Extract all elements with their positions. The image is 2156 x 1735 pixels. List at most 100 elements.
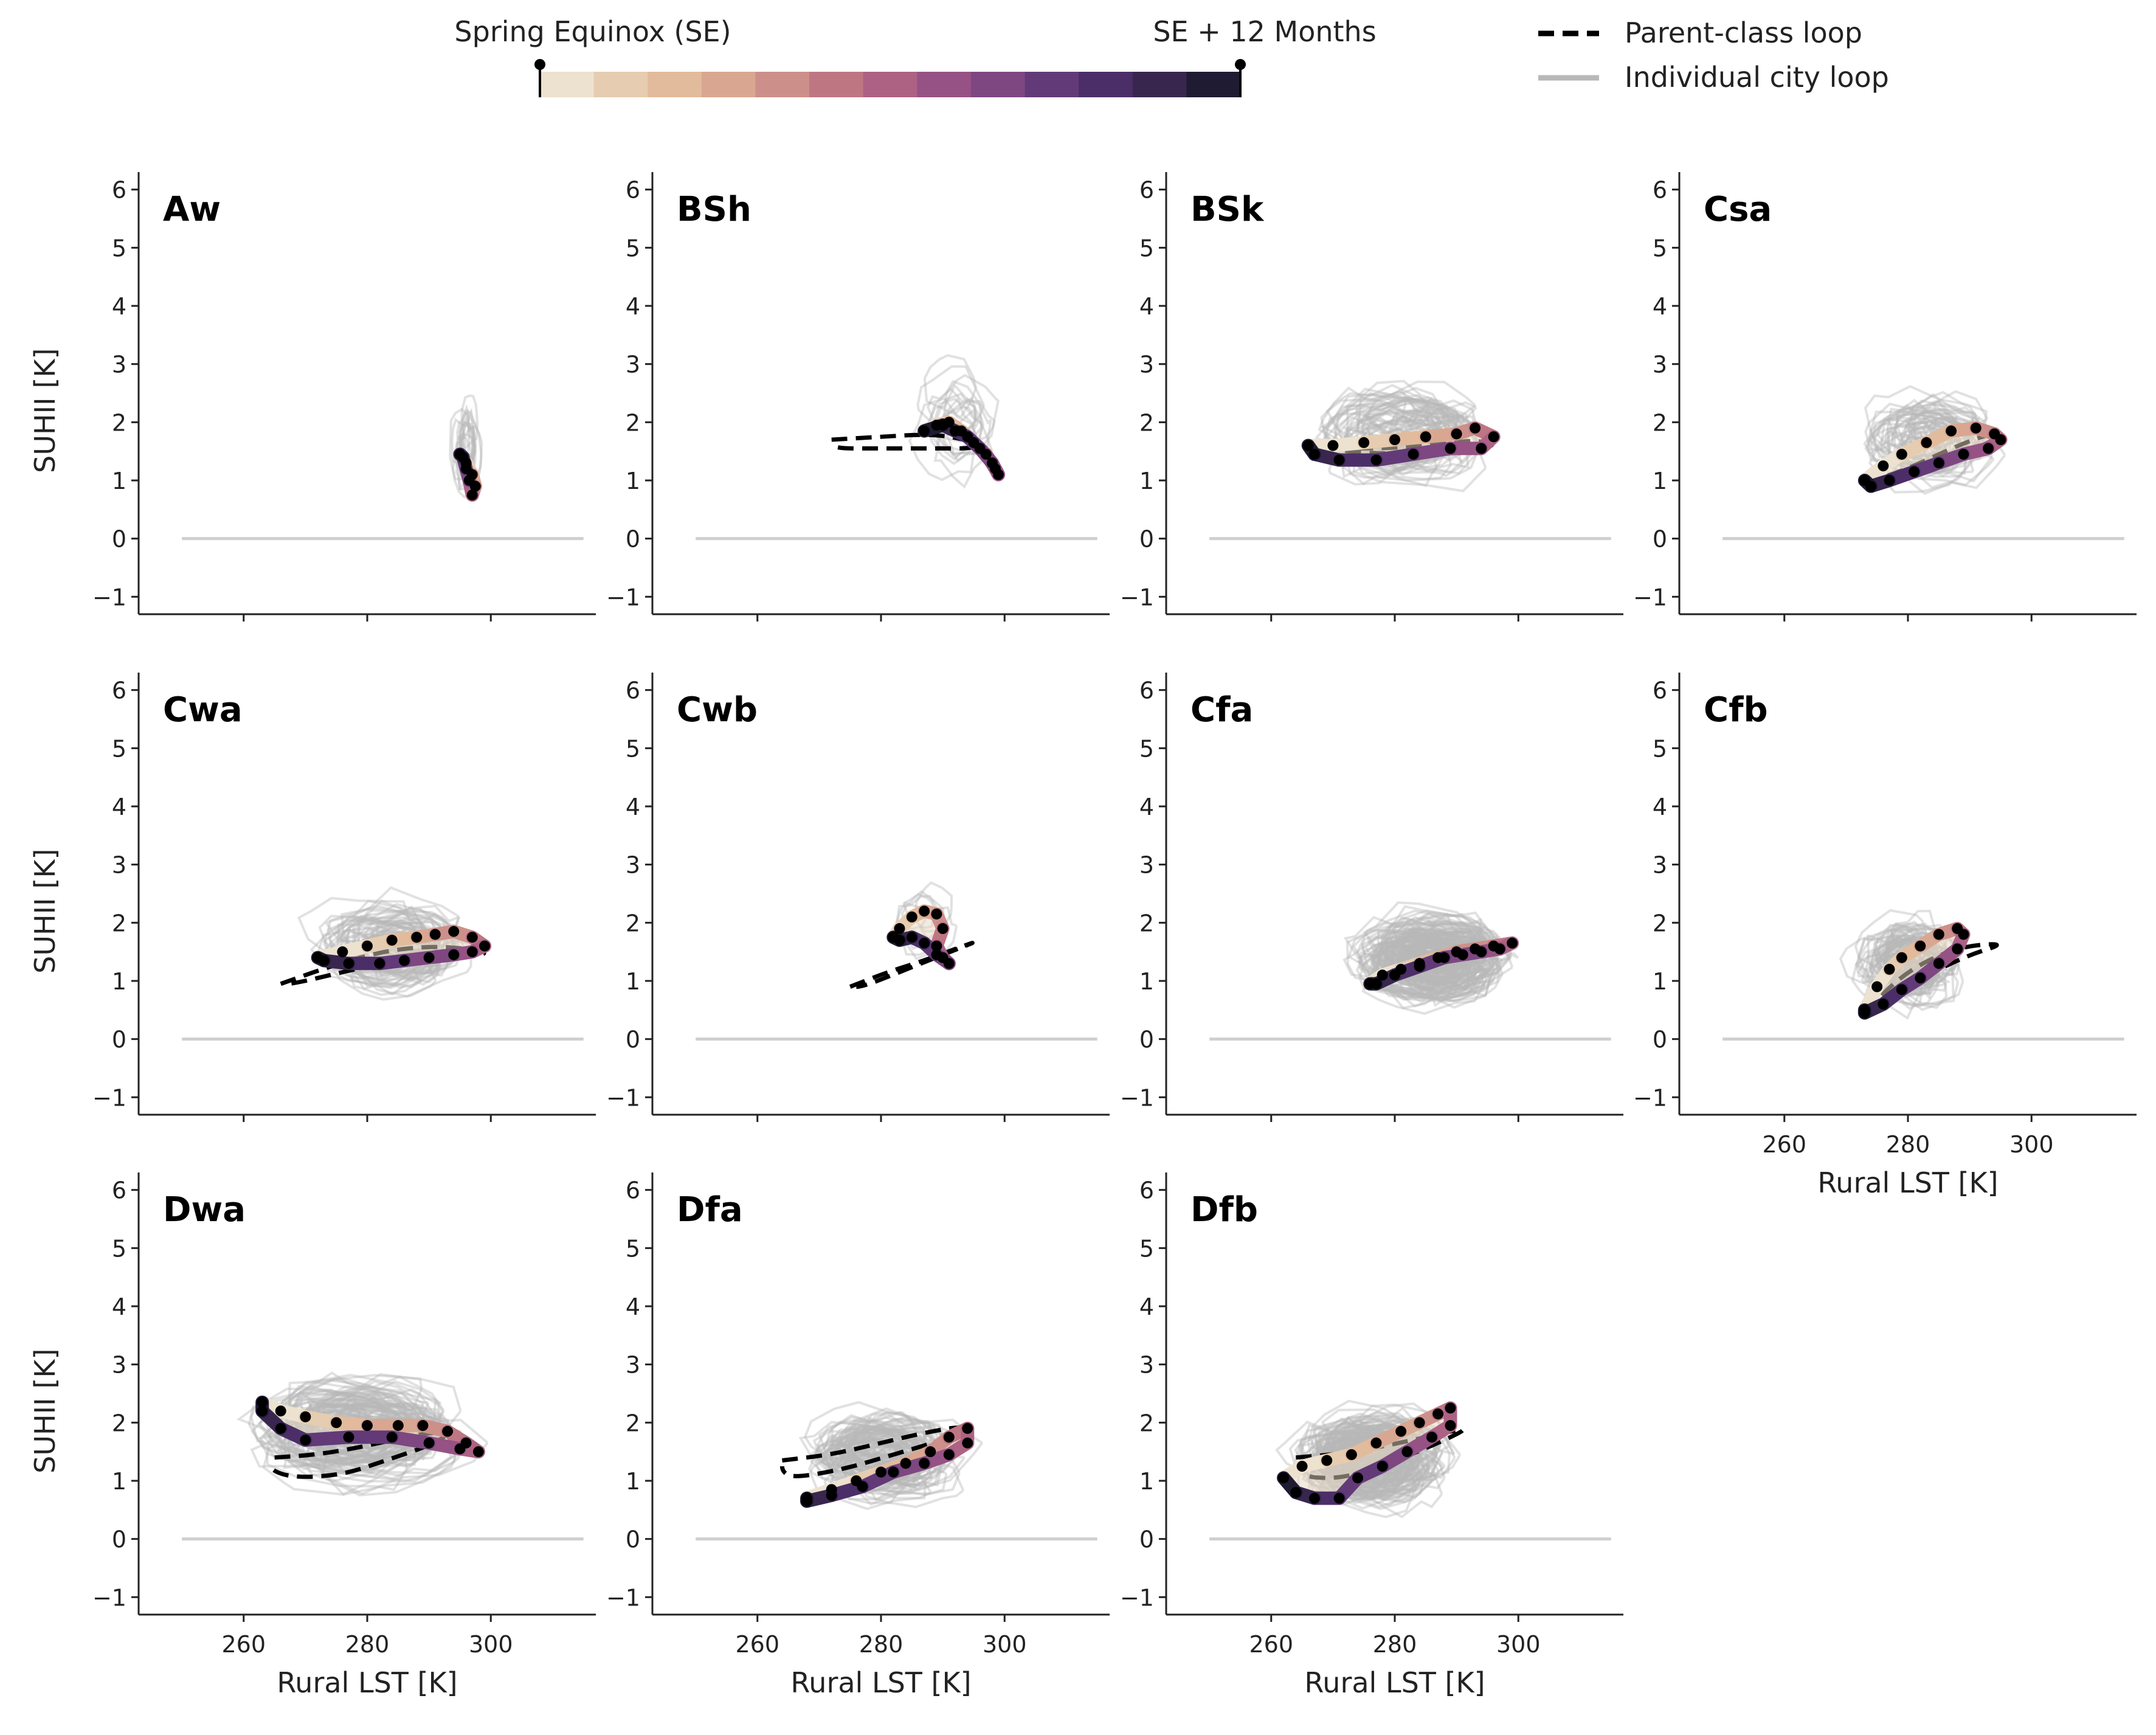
panel-title: BSh [677, 190, 751, 229]
city-loop [820, 1429, 930, 1494]
monthly-point [1370, 454, 1382, 466]
city-loop [1403, 932, 1486, 972]
colorbar-segment [648, 72, 702, 97]
city-loop [1390, 937, 1486, 983]
monthly-point [1884, 474, 1895, 486]
colorbar [540, 72, 1241, 97]
city-loop [1380, 922, 1493, 985]
monthly-point [1970, 422, 1982, 434]
monthly-point [392, 1420, 404, 1432]
monthly-point [442, 1425, 454, 1437]
monthly-point [906, 911, 917, 923]
city-loop [828, 1435, 923, 1486]
city-loop [1358, 937, 1482, 999]
city-loop [247, 1388, 404, 1474]
monthly-point [931, 949, 942, 960]
monthly-point [1432, 1408, 1444, 1419]
y-tick-label: −1 [92, 584, 126, 611]
parent-class-loop [829, 432, 977, 451]
y-tick-label: 6 [626, 177, 640, 204]
monthly-point [362, 940, 373, 952]
city-loop [816, 1431, 929, 1494]
city-loop [1371, 930, 1453, 981]
city-loop [1873, 923, 1960, 994]
y-tick-label: 6 [1139, 1177, 1154, 1204]
panel-dwa: −1 0 1 2 3 4 5 6 260 280 300 Rural LST [K] SUHII [K]… [29, 1172, 596, 1699]
monthly-point [466, 946, 478, 958]
city-loop [933, 408, 993, 489]
panel-csa: −1 0 1 2 3 4 5 6 Csa [1633, 172, 2137, 622]
city-loop [1355, 944, 1460, 996]
city-loop [1352, 922, 1481, 983]
monthly-point [1915, 940, 1926, 952]
y-tick-label: 5 [112, 1235, 126, 1262]
monthly-point [876, 1466, 886, 1478]
y-tick-label: 2 [1139, 409, 1154, 436]
parent-class-loop [779, 1425, 962, 1478]
city-loop [329, 930, 429, 983]
city-loop [1275, 1420, 1388, 1489]
y-tick-label: 4 [1653, 794, 1667, 820]
city-loop [1373, 938, 1472, 996]
monthly-point [1896, 984, 1907, 996]
monthly-point [919, 1458, 930, 1469]
city-loop [846, 1427, 966, 1487]
y-tick-label: 3 [112, 352, 126, 378]
city-loop [1364, 380, 1477, 441]
city-loop [843, 1433, 945, 1484]
colorbar-end-pin [1235, 59, 1246, 70]
y-tick-label: −1 [606, 1084, 640, 1111]
city-loop [1395, 404, 1480, 462]
colorbar-segment [593, 72, 648, 97]
monthly-point [448, 926, 460, 937]
monthly-point [1439, 952, 1450, 963]
monthly-point [1420, 431, 1431, 443]
city-loop [250, 1400, 414, 1462]
city-loop [908, 397, 978, 482]
city-loop [1373, 936, 1458, 977]
city-loop [283, 1371, 380, 1426]
y-tick-label: 5 [112, 735, 126, 762]
monthly-point [943, 958, 955, 969]
y-tick-label: 2 [1139, 910, 1154, 937]
y-tick-label: −1 [606, 584, 640, 611]
colorbar-segment [970, 72, 1026, 97]
colorbar-segment [1132, 72, 1187, 97]
y-tick-label: 5 [1653, 735, 1667, 762]
monthly-point [1494, 943, 1505, 955]
y-tick-label: 6 [1653, 177, 1667, 204]
city-loop [257, 1385, 410, 1458]
monthly-point [1389, 969, 1400, 981]
x-axis-label: Rural LST [K] [1817, 1166, 1998, 1199]
city-loop [858, 1418, 984, 1491]
city-loop [321, 1416, 425, 1467]
monthly-point [300, 1411, 311, 1422]
monthly-point [1983, 443, 1994, 454]
monthly-point [937, 420, 948, 431]
city-loop [1401, 930, 1495, 986]
parent-class-loop [849, 941, 975, 989]
monthly-point [949, 425, 961, 437]
monthly-point [1445, 443, 1456, 454]
y-tick-label: 4 [626, 1293, 640, 1320]
y-tick-label: 5 [1139, 235, 1154, 261]
city-loop [1392, 938, 1490, 988]
y-tick-label: 1 [1139, 468, 1154, 494]
monthly-point [906, 932, 917, 943]
city-loop [1371, 937, 1462, 984]
monthly-point [1426, 1432, 1437, 1443]
colorbar-segment [917, 72, 972, 97]
panel-title: Dwa [163, 1190, 246, 1230]
city-loop [813, 1427, 921, 1487]
city-loop [341, 909, 460, 975]
y-tick-label: 0 [1139, 1027, 1154, 1053]
monthly-point [429, 929, 441, 940]
plot-area [236, 1371, 489, 1497]
panel-title: Cwa [163, 690, 243, 730]
city-loop [1342, 936, 1444, 989]
y-tick-label: 2 [626, 409, 640, 436]
y-tick-label: 2 [112, 910, 126, 937]
city-loop [809, 1447, 932, 1511]
plot-area [449, 394, 483, 502]
plot-area [829, 354, 1006, 489]
